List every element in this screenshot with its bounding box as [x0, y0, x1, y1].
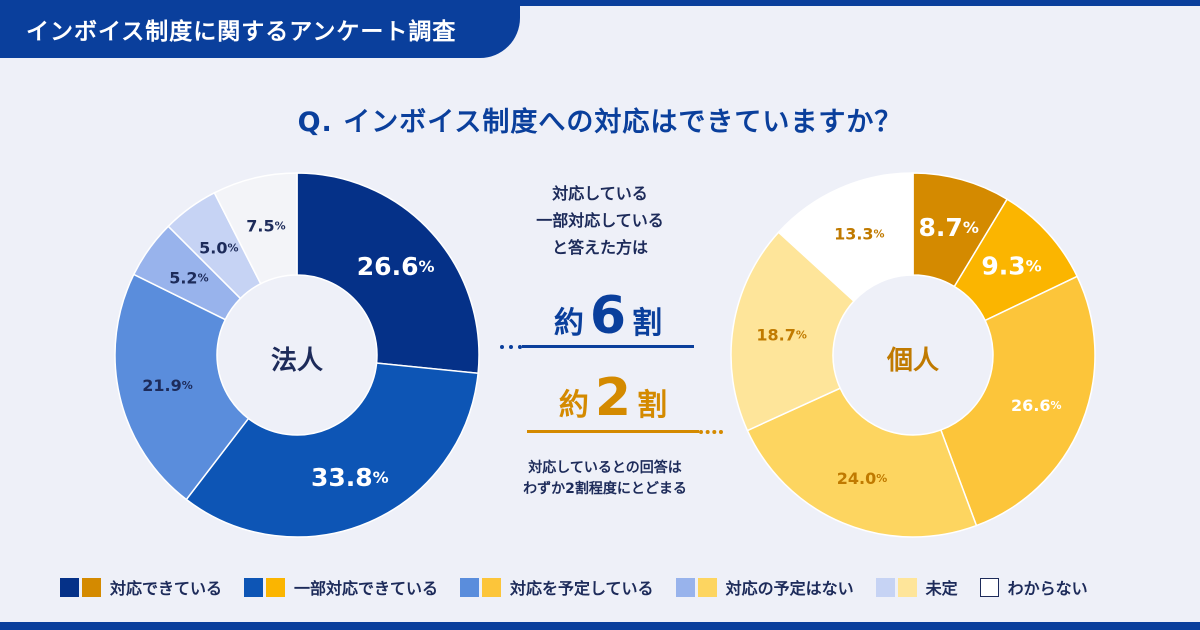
indiv-summary-underline — [527, 430, 699, 433]
segment-value-label: 5.0% — [199, 238, 238, 257]
segment-value-label: 5.2% — [169, 268, 208, 287]
legend-label: 未定 — [925, 579, 958, 598]
legend-corp-swatch — [875, 577, 895, 597]
segment-value-label: 13.3% — [834, 224, 885, 243]
segment-value-label: 21.9% — [142, 376, 193, 395]
note-line: わずか2割程度にとどまる — [523, 481, 687, 497]
legend-item: 未定 — [875, 575, 958, 599]
indiv-donut-chart: 8.7%9.3% 26.6% 24.0% 18.7% 13.3% — [730, 172, 1096, 538]
corp-donut-chart: 26.6% 33.8% 21.9% 5.2% 5.0% 7.5% — [114, 172, 480, 538]
question-text: Q. インボイス制度への対応はできていますか？ — [297, 107, 903, 138]
legend-label: わからない — [1007, 579, 1088, 598]
donut-segment — [746, 387, 978, 538]
survey-title-tab: インボイス制度に関するアンケート調査 — [0, 0, 520, 58]
intro-line: 対応している — [552, 184, 648, 203]
segment-value-label: 26.6% — [1011, 395, 1062, 414]
corp-connector-dots — [500, 345, 522, 349]
legend-indiv-swatch — [697, 577, 717, 597]
legend-item: 一部対応できている — [244, 575, 438, 599]
legend-item: わからない — [979, 575, 1088, 599]
middle-intro: 対応している 一部対応している と答えた方は — [480, 180, 720, 261]
legend-corp-swatch — [675, 577, 695, 597]
segment-value-label: 9.3% — [981, 251, 1041, 280]
bottom-border — [0, 622, 1200, 630]
corp-summary-suffix: 割 — [632, 306, 663, 341]
donut-segment — [777, 172, 914, 303]
indiv-summary-number: 2 — [594, 368, 632, 428]
legend-indiv-swatch — [482, 577, 502, 597]
intro-line: と答えた方は — [551, 238, 648, 257]
donut-segment — [114, 273, 250, 501]
donut-segment — [185, 362, 479, 538]
legend-corp-swatch — [244, 577, 264, 597]
legend-indiv-swatch — [897, 577, 917, 597]
donut-segment — [730, 231, 855, 432]
indiv-chart-title: 個人 — [886, 346, 939, 376]
survey-title: インボイス制度に関するアンケート調査 — [26, 19, 457, 45]
segment-value-label: 24.0% — [837, 468, 888, 487]
donut-segment — [213, 172, 298, 285]
corp-summary-prefix: 約 — [553, 306, 584, 341]
donut-segment — [939, 275, 1096, 527]
segment-value-label: 8.7% — [919, 212, 979, 241]
middle-note: 対応しているとの回答は わずか2割程度にとどまる — [480, 458, 730, 500]
segment-value-label: 18.7% — [756, 325, 807, 344]
legend-unknown-swatch — [979, 577, 999, 597]
legend-indiv-swatch — [266, 577, 286, 597]
legend-label: 対応できている — [110, 579, 223, 598]
corp-chart-title: 法人 — [270, 346, 323, 376]
intro-line: 一部対応している — [536, 211, 664, 230]
legend-label: 一部対応できている — [294, 579, 439, 598]
indiv-summary-prefix: 約 — [558, 388, 589, 423]
legend-item: 対応できている — [60, 575, 222, 599]
note-line: 対応しているとの回答は — [528, 460, 682, 476]
legend-indiv-swatch — [82, 577, 101, 597]
indiv-summary-suffix: 割 — [637, 388, 668, 423]
legend-item: 対応の予定はない — [675, 575, 854, 599]
indiv-summary: 約 2 割 — [527, 372, 699, 424]
corp-summary: 約 6 割 — [522, 290, 694, 342]
segment-value-label: 33.8% — [311, 463, 389, 492]
indiv-connector-dots — [699, 430, 723, 434]
segment-value-label: 26.6% — [357, 251, 435, 280]
legend-label: 対応を予定している — [510, 579, 654, 598]
corp-summary-underline — [522, 345, 694, 348]
top-border — [0, 0, 1200, 6]
legend-corp-swatch — [460, 577, 480, 597]
segment-value-label: 7.5% — [246, 216, 285, 235]
legend-label: 対応の予定はない — [725, 579, 854, 598]
legend: 対応できている 一部対応できている 対応を予定している 対応の予定はない 未定 … — [60, 573, 1160, 601]
corp-summary-number: 6 — [589, 286, 627, 346]
donut-segment — [296, 172, 480, 375]
legend-corp-swatch — [60, 577, 79, 597]
legend-item: 対応を予定している — [460, 575, 654, 599]
